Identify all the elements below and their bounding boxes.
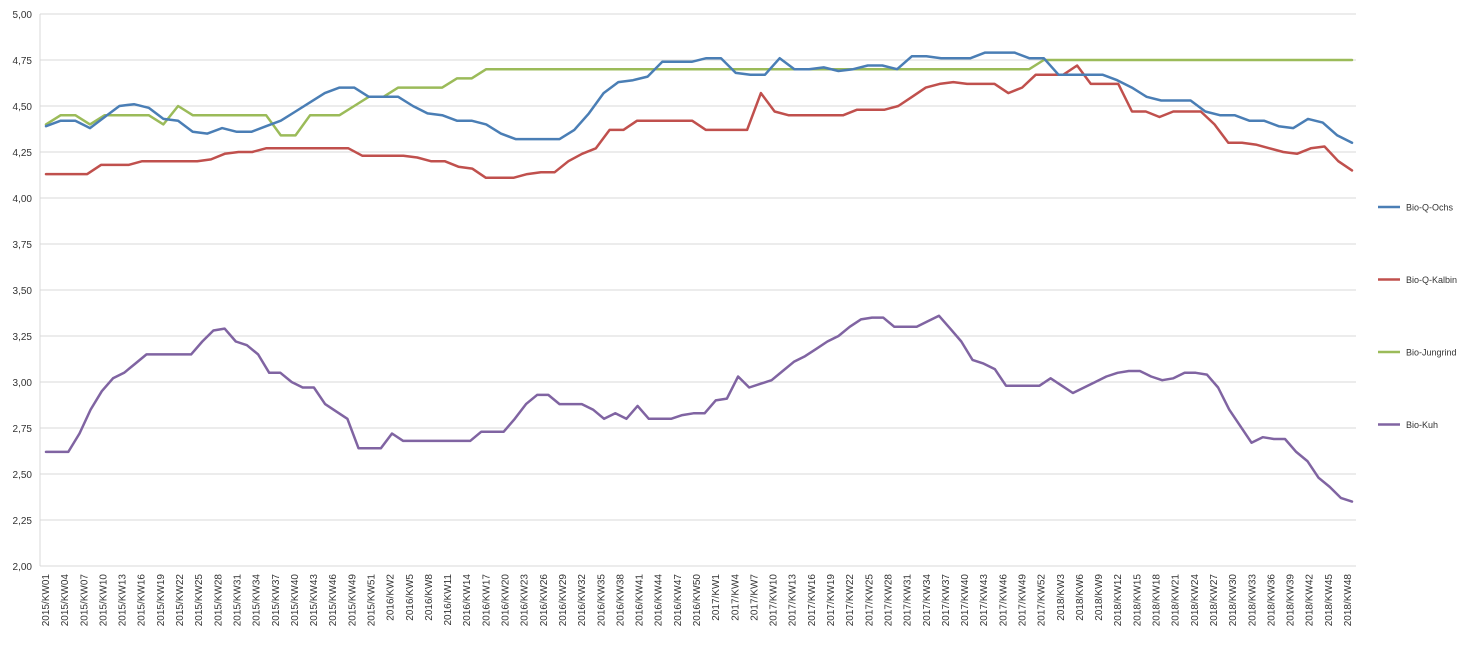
x-tick-label: 2016/KW2 — [386, 574, 397, 621]
y-axis-ticks: 2,00 2,25 2,50 2,75 3,00 3,25 3,50 3,75 4,00 4,25… — [13, 10, 33, 573]
x-tick-label: 2016/KW47 — [673, 574, 684, 627]
x-tick-label: 2018/KW24 — [1190, 574, 1201, 627]
x-tick-label: 2015/KW37 — [271, 574, 282, 627]
x-tick-label: 2015/KW22 — [175, 574, 186, 627]
x-tick-label: 2018/KW27 — [1209, 574, 1220, 627]
x-tick-label: 2015/KW40 — [290, 574, 301, 627]
x-tick-label: 2017/KW13 — [788, 574, 799, 627]
y-tick-label: 3,75 — [13, 240, 33, 251]
legend-label: Bio-Jungrind — [1406, 348, 1457, 358]
x-tick-label: 2018/KW18 — [1152, 574, 1163, 627]
x-tick-label: 2018/KW15 — [1132, 574, 1143, 627]
series-line-bio-q-ochs — [44, 51, 1354, 145]
x-tick-label: 2017/KW10 — [769, 574, 780, 627]
x-tick-label: 2018/KW48 — [1343, 574, 1354, 627]
x-tick-label: 2018/KW39 — [1286, 574, 1297, 627]
legend-label: Bio-Q-Kalbin — [1406, 275, 1457, 285]
y-tick-label: 3,50 — [13, 286, 33, 297]
legend: Bio-Q-Ochs Bio-Q-Kalbin Bio-Jungrind Bio-Ku… — [1378, 203, 1457, 430]
x-tick-label: 2016/KW5 — [405, 574, 416, 621]
x-tick-label: 2016/KW41 — [635, 574, 646, 627]
x-tick-label: 2017/KW1 — [711, 574, 722, 621]
x-tick-label: 2016/KW26 — [539, 574, 550, 627]
y-tick-label: 2,50 — [13, 470, 33, 481]
x-tick-label: 2018/KW6 — [1075, 574, 1086, 621]
y-tick-label: 5,00 — [13, 10, 33, 21]
x-tick-label: 2016/KW8 — [424, 574, 435, 621]
x-tick-label: 2018/KW9 — [1094, 574, 1105, 621]
y-tick-label: 2,75 — [13, 424, 33, 435]
x-tick-label: 2016/KW35 — [596, 574, 607, 627]
x-tick-label: 2018/KW30 — [1228, 574, 1239, 627]
x-tick-label: 2017/KW37 — [941, 574, 952, 627]
x-tick-label: 2016/KW29 — [558, 574, 569, 627]
x-tick-label: 2018/KW3 — [1056, 574, 1067, 621]
series-line-bio-q-kalbin — [44, 64, 1354, 180]
x-tick-label: 2015/KW43 — [309, 574, 320, 627]
x-tick-label: 2015/KW10 — [98, 574, 109, 627]
y-tick-label: 2,25 — [13, 516, 33, 527]
legend-label: Bio-Kuh — [1406, 420, 1438, 430]
x-tick-label: 2016/KW50 — [692, 574, 703, 627]
x-tick-label: 2018/KW42 — [1305, 574, 1316, 627]
x-tick-label: 2017/KW43 — [979, 574, 990, 627]
y-tick-label: 4,75 — [13, 56, 33, 67]
x-tick-label: 2016/KW32 — [577, 574, 588, 627]
series-line-bio-jungrind — [44, 58, 1354, 137]
y-tick-label: 4,50 — [13, 102, 33, 113]
x-tick-label: 2018/KW12 — [1113, 574, 1124, 627]
x-tick-label: 2015/KW25 — [194, 574, 205, 627]
x-tick-label: 2018/KW21 — [1171, 574, 1182, 627]
gridlines — [39, 13, 1356, 567]
y-tick-label: 3,25 — [13, 332, 33, 343]
x-tick-label: 2016/KW44 — [654, 574, 665, 627]
x-tick-label: 2015/KW19 — [156, 574, 167, 627]
x-tick-label: 2016/KW23 — [520, 574, 531, 627]
x-tick-label: 2017/KW46 — [998, 574, 1009, 627]
series-line-bio-kuh — [44, 314, 1354, 503]
x-tick-label: 2017/KW25 — [864, 574, 875, 627]
y-tick-label: 3,00 — [13, 378, 33, 389]
x-axis-ticks: 2015/KW01 2015/KW04 2015/KW07 2015/KW10 2015… — [41, 574, 1354, 627]
x-tick-label: 2016/KW38 — [615, 574, 626, 627]
x-tick-label: 2015/KW46 — [328, 574, 339, 627]
x-tick-label: 2015/KW34 — [252, 574, 263, 627]
x-tick-label: 2015/KW31 — [232, 574, 243, 627]
x-tick-label: 2016/KW17 — [481, 574, 492, 627]
y-tick-label: 2,00 — [13, 562, 33, 573]
x-tick-label: 2017/KW49 — [1018, 574, 1029, 627]
x-tick-label: 2017/KW28 — [883, 574, 894, 627]
x-tick-label: 2016/KW11 — [443, 574, 454, 626]
x-tick-label: 2017/KW19 — [826, 574, 837, 627]
x-tick-label: 2017/KW34 — [922, 574, 933, 627]
y-tick-label: 4,00 — [13, 194, 33, 205]
x-tick-label: 2015/KW51 — [367, 574, 378, 627]
x-tick-label: 2017/KW7 — [749, 574, 760, 621]
x-tick-label: 2017/KW4 — [730, 574, 741, 621]
x-tick-label: 2018/KW36 — [1266, 574, 1277, 627]
x-tick-label: 2015/KW28 — [213, 574, 224, 627]
x-tick-label: 2017/KW52 — [1037, 574, 1048, 627]
x-tick-label: 2018/KW33 — [1247, 574, 1258, 627]
x-tick-label: 2015/KW16 — [137, 574, 148, 627]
x-tick-label: 2017/KW40 — [960, 574, 971, 627]
x-tick-label: 2017/KW22 — [845, 574, 856, 627]
x-tick-label: 2015/KW07 — [79, 574, 90, 627]
x-tick-label: 2015/KW01 — [41, 574, 52, 627]
legend-label: Bio-Q-Ochs — [1406, 203, 1454, 213]
y-tick-label: 4,25 — [13, 148, 33, 159]
x-tick-label: 2015/KW04 — [60, 574, 71, 627]
x-tick-label: 2017/KW16 — [807, 574, 818, 627]
x-tick-label: 2015/KW49 — [347, 574, 358, 627]
series-lines — [44, 51, 1354, 503]
x-tick-label: 2016/KW20 — [501, 574, 512, 627]
x-tick-label: 2016/KW14 — [462, 574, 473, 627]
x-tick-label: 2017/KW31 — [903, 574, 914, 627]
x-tick-label: 2015/KW13 — [118, 574, 129, 627]
x-tick-label: 2018/KW45 — [1324, 574, 1335, 627]
